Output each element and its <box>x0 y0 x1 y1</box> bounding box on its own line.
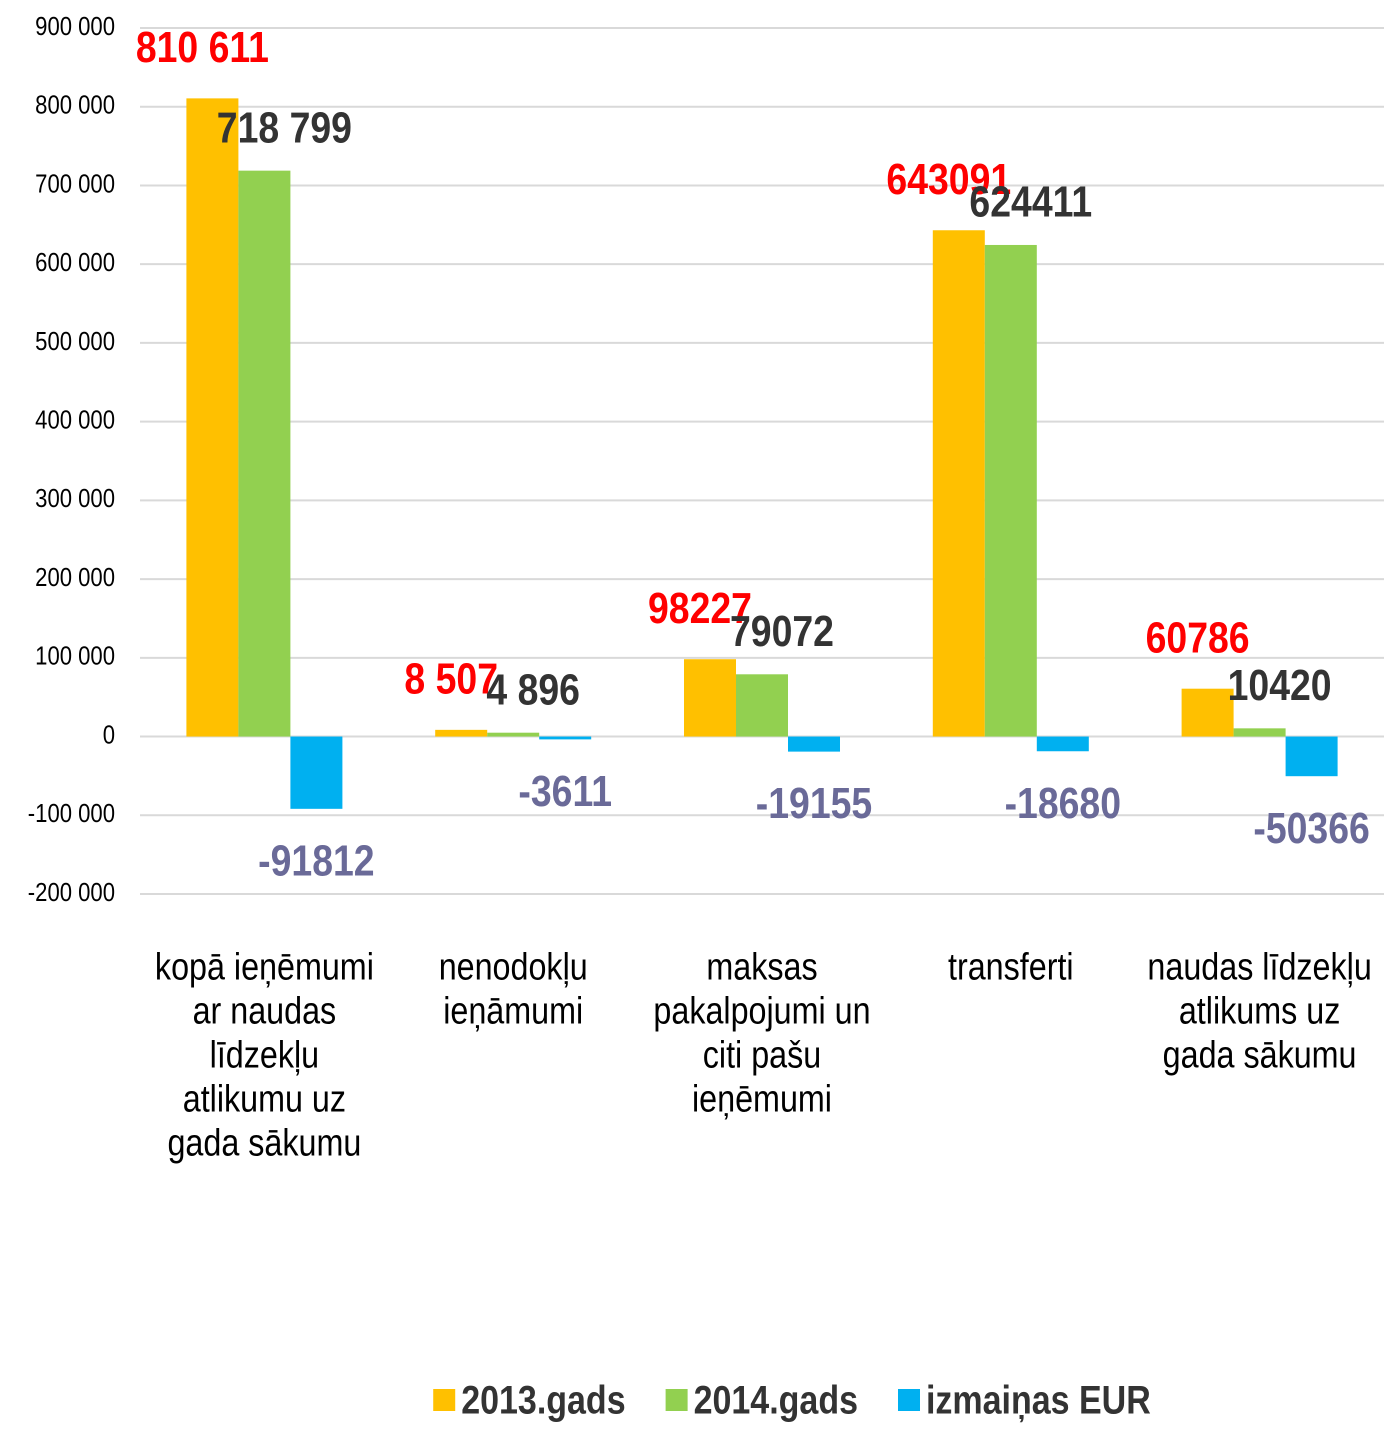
bar <box>1181 688 1234 737</box>
data-label: 79072 <box>730 606 834 656</box>
bar <box>1233 728 1286 737</box>
legend-label: 2014.gads <box>694 1377 858 1422</box>
x-tick-line: gada sākumu <box>1163 1035 1357 1077</box>
x-tick-label: kopā ieņēmumi ar naudas līdzekļu atlikumu u… <box>155 947 374 1165</box>
y-tick-label: -100 000 <box>28 800 115 829</box>
y-tick-label: 700 000 <box>35 170 115 199</box>
y-tick-label: 600 000 <box>35 248 115 277</box>
data-label: 8 507 <box>404 654 498 704</box>
x-tick-label: nenodokļu ieņāmumi <box>439 947 588 1033</box>
bar <box>984 244 1037 737</box>
bar <box>1285 736 1338 777</box>
data-label: 4 896 <box>486 664 580 714</box>
y-tick-label: 100 000 <box>35 642 115 671</box>
data-label: -50366 <box>1253 803 1369 853</box>
data-label: -91812 <box>258 836 374 886</box>
data-label: 624411 <box>969 177 1092 227</box>
x-tick-line: pakalpojumi un <box>653 991 870 1033</box>
x-tick-line: ieņāmumi <box>443 991 583 1033</box>
data-label: 810 611 <box>136 22 269 72</box>
data-label: 60786 <box>1146 612 1250 662</box>
x-tick-line: naudas līdzekļu <box>1147 947 1371 989</box>
data-label: 10420 <box>1228 660 1332 710</box>
x-tick-label: naudas līdzekļu atlikums uz gada sākumu <box>1147 947 1371 1077</box>
y-tick-label: 400 000 <box>35 406 115 435</box>
x-tick-line: ieņēmumi <box>692 1079 832 1121</box>
bar <box>1036 736 1089 752</box>
bar <box>238 170 291 737</box>
x-tick-line: kopā ieņēmumi <box>155 947 374 989</box>
data-label: 643091 <box>886 154 1011 204</box>
y-tick-label: -200 000 <box>28 878 115 907</box>
bar <box>487 732 540 737</box>
legend-swatch <box>897 1389 920 1411</box>
legend-label: izmaiņas EUR <box>926 1377 1151 1422</box>
data-label: 718 799 <box>217 102 352 152</box>
x-tick-line: līdzekļu <box>210 1035 319 1077</box>
bar <box>435 729 488 737</box>
legend-swatch <box>433 1389 456 1411</box>
data-label: -3611 <box>518 766 612 816</box>
x-tick-label: transferti <box>948 947 1074 989</box>
x-tick-line: ar naudas <box>193 991 337 1033</box>
legend-swatch <box>665 1389 688 1411</box>
y-tick-label: 200 000 <box>35 563 115 592</box>
y-tick-label: 800 000 <box>35 91 115 120</box>
x-tick-line: maksas <box>706 947 817 989</box>
x-tick-line: atlikumu uz <box>183 1079 346 1121</box>
bar <box>290 736 343 809</box>
y-tick-label: 900 000 <box>35 12 115 41</box>
bar <box>186 98 239 737</box>
y-tick-label: 300 000 <box>35 485 115 514</box>
bar <box>736 674 788 737</box>
bar <box>684 659 736 737</box>
x-tick-line: nenodokļu <box>439 947 588 989</box>
x-tick-line: gada sākumu <box>167 1123 361 1165</box>
data-label: 98227 <box>648 583 752 633</box>
legend: 2013.gads 2014.gads izmaiņas EUR <box>433 1377 1151 1422</box>
x-tick-line: atlikums uz <box>1179 991 1340 1033</box>
x-tick-line: transferti <box>948 947 1074 989</box>
legend-label: 2013.gads <box>461 1377 625 1422</box>
y-tick-label: 500 000 <box>35 327 115 356</box>
x-tick-label: maksas pakalpojumi un citi pašu ieņēmumi <box>653 947 870 1121</box>
data-label: -19155 <box>756 778 872 828</box>
bar <box>539 736 592 740</box>
y-tick-label: 0 <box>103 721 115 750</box>
data-label: -18680 <box>1005 778 1121 828</box>
bar <box>932 230 985 737</box>
bar <box>788 736 840 752</box>
x-tick-line: citi pašu <box>703 1035 821 1077</box>
